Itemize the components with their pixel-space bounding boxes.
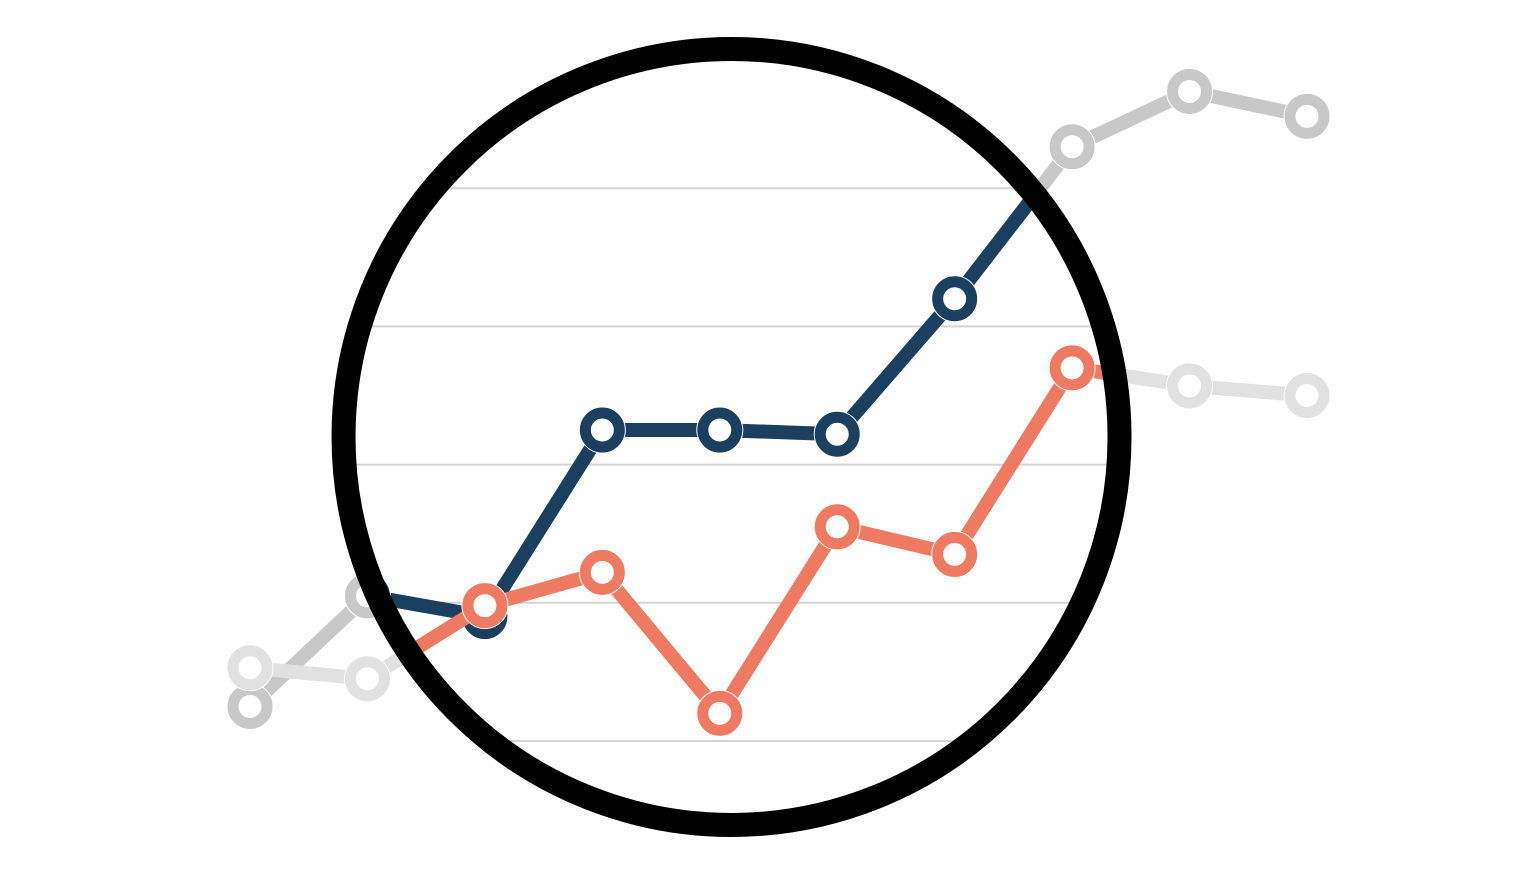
series-1-line [345,84,1118,714]
series-2-point-faded [1167,363,1213,409]
series-2-point [814,504,860,550]
series-1-point-faded [227,683,273,729]
series-1-point-faded [1284,93,1330,139]
series-1-point [579,407,625,453]
series-2-point [932,531,978,577]
series-2-point [1049,345,1095,391]
gridlines-focused [345,50,1118,742]
focus-magnifier-circle [331,36,1132,837]
series-2-point-faded [227,645,273,691]
series-1-point [697,407,743,453]
series-1-point [932,276,978,322]
series-2-point-faded [1284,373,1330,418]
series-1-point-faded [1167,68,1213,114]
series-2-point [579,549,625,595]
series-2-point-faded [344,656,390,702]
series-2-line [345,360,1118,721]
series-2-point [697,690,743,736]
series-2-point [462,583,508,629]
series-1-point [814,411,860,457]
series-1-point-faded [1049,124,1095,170]
